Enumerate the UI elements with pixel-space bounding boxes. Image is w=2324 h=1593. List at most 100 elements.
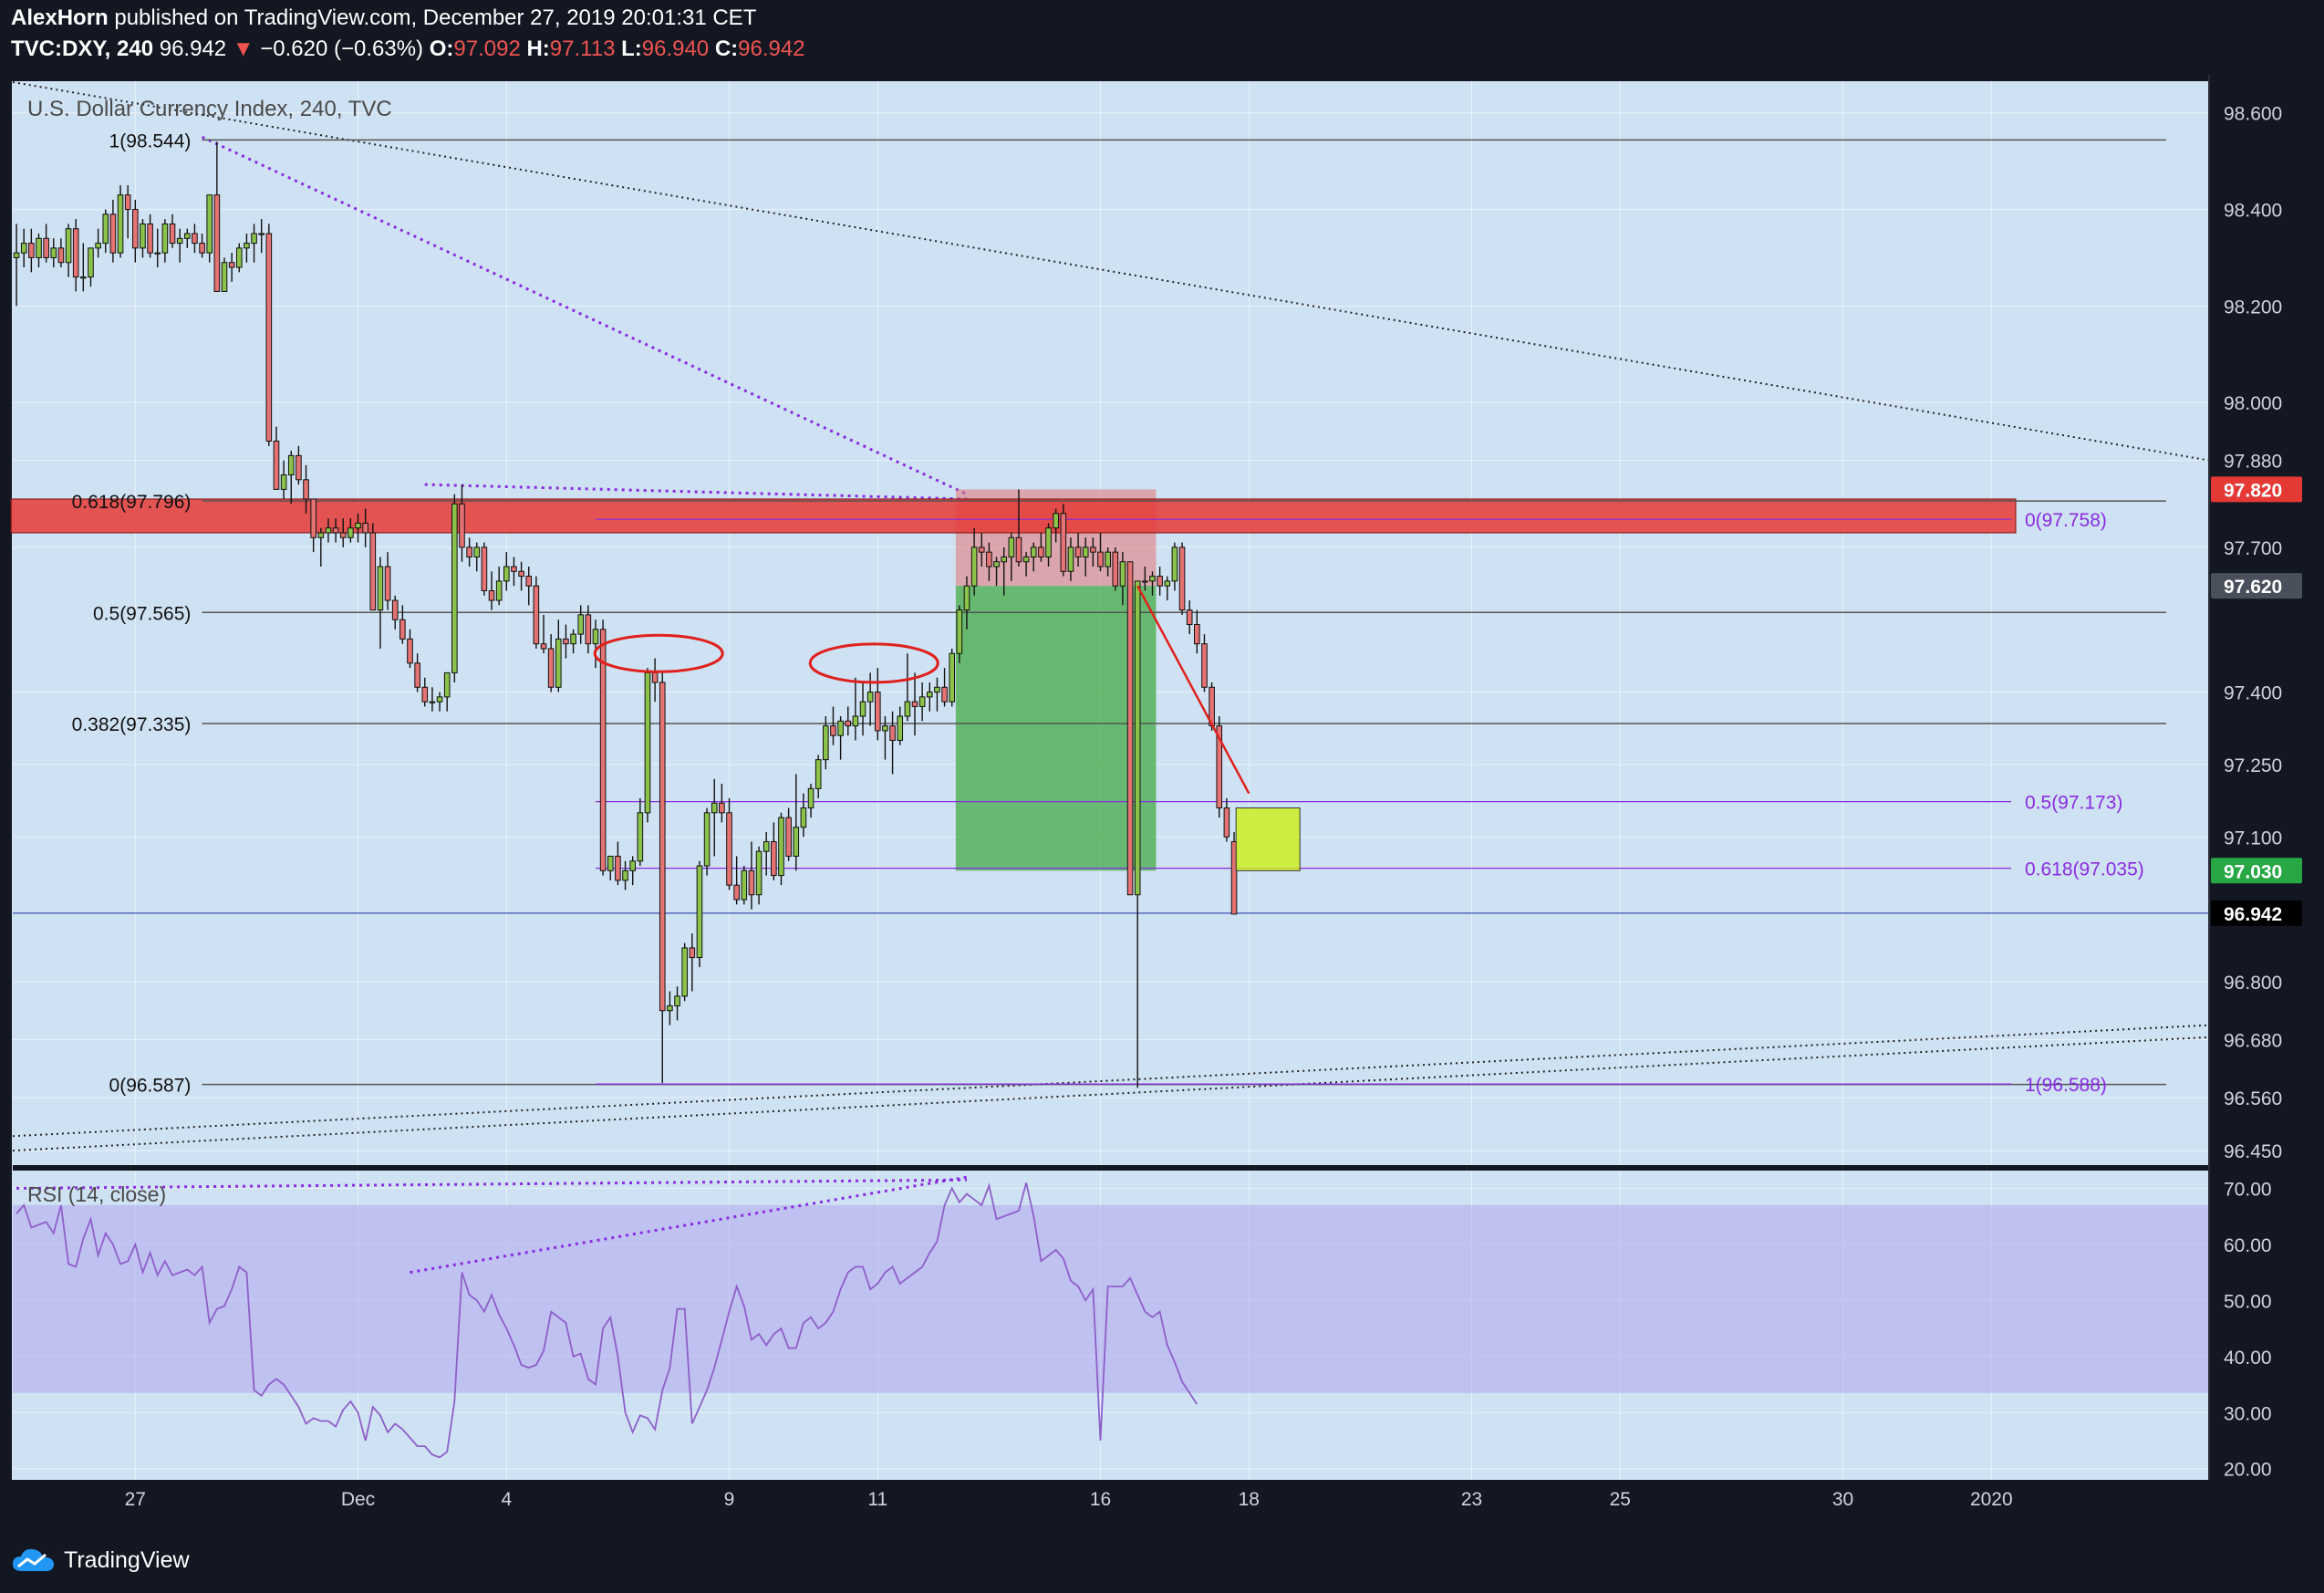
candle-body xyxy=(1178,547,1186,611)
candle-body xyxy=(1126,561,1134,896)
candle-body xyxy=(72,228,79,278)
price-badge-label: 96.942 xyxy=(2224,904,2282,925)
candle-body xyxy=(451,503,458,673)
fib-level-label: 1(96.588) xyxy=(2025,1075,2107,1096)
red-circle-annotation xyxy=(593,633,724,673)
candle-body xyxy=(875,692,881,732)
price-tick-label: 96.680 xyxy=(2224,1030,2282,1051)
candle-body xyxy=(1067,547,1074,572)
candle-body xyxy=(681,947,688,997)
candle-body xyxy=(1074,547,1082,557)
candle-body xyxy=(986,551,992,567)
candle-body xyxy=(785,817,792,857)
candle-body xyxy=(956,609,963,654)
candle-body xyxy=(622,869,628,881)
candle-body xyxy=(481,547,488,591)
author-name[interactable]: AlexHorn xyxy=(11,5,109,30)
candle-body xyxy=(13,252,20,258)
candle-body xyxy=(941,686,948,703)
candle-body xyxy=(1171,547,1178,582)
candle-body xyxy=(771,841,777,877)
candle-body xyxy=(547,648,555,688)
footer-brand: TradingView xyxy=(11,1542,190,1578)
candle-body xyxy=(384,566,391,601)
candle-body xyxy=(192,233,198,245)
candle-body xyxy=(399,619,406,640)
low-value: 96.940 xyxy=(641,36,710,61)
candle-body xyxy=(696,865,703,959)
time-tick-label: 4 xyxy=(501,1489,512,1510)
candle-body xyxy=(391,599,399,620)
symbol-label[interactable]: TVC:DXY, 240 xyxy=(11,36,154,61)
last-price: 96.942 xyxy=(159,36,227,61)
rsi-tick-label: 40.00 xyxy=(2224,1348,2272,1369)
candle-body xyxy=(310,498,316,538)
candle-body xyxy=(570,633,576,645)
candle-body xyxy=(213,194,221,292)
candle-body xyxy=(755,850,763,896)
fib-level-label: 0.618(97.796) xyxy=(72,492,192,513)
candle-body xyxy=(1119,561,1126,587)
high-value: 97.113 xyxy=(549,36,616,61)
price-badge xyxy=(2211,858,2302,884)
candle-body xyxy=(296,454,302,481)
candle-body xyxy=(377,566,384,611)
candle-body xyxy=(235,247,243,268)
trendlines xyxy=(12,81,2210,1152)
candle-body xyxy=(154,252,161,255)
candle-body xyxy=(845,720,852,727)
rsi-tick-label: 30.00 xyxy=(2224,1403,2272,1424)
candle-body xyxy=(57,247,65,264)
candle-body xyxy=(1230,841,1238,915)
rsi-band xyxy=(13,1204,2209,1393)
candle-body xyxy=(563,638,569,645)
candle-body xyxy=(362,522,368,534)
candle-body xyxy=(183,233,191,239)
candle-body xyxy=(50,247,57,258)
candle-body xyxy=(95,243,101,249)
candle-body xyxy=(897,715,904,741)
rsi-tick-label: 50.00 xyxy=(2224,1291,2272,1312)
price-tick-label: 96.560 xyxy=(2224,1088,2282,1109)
rsi-divergence-line xyxy=(16,1178,968,1190)
candle-body xyxy=(807,787,814,809)
rsi-tick-label: 60.00 xyxy=(2224,1235,2272,1256)
candle-body xyxy=(265,233,273,442)
fib-level-label: 0.382(97.335) xyxy=(72,714,192,735)
fib-level-label: 0.5(97.565) xyxy=(93,603,191,624)
price-badge-label: 97.030 xyxy=(2224,861,2282,882)
tradingview-brand[interactable]: TradingView xyxy=(64,1546,190,1573)
candle-body xyxy=(20,243,27,254)
candle-body xyxy=(1157,576,1163,587)
price-badge-label: 97.820 xyxy=(2224,480,2282,501)
candle-body xyxy=(659,682,666,1012)
candle-body xyxy=(733,884,740,901)
candle-body xyxy=(421,686,429,703)
candle-body xyxy=(615,855,621,881)
candle-body xyxy=(577,614,585,635)
candle-body xyxy=(823,725,829,761)
candle-body xyxy=(429,701,436,703)
candle-body xyxy=(511,566,517,572)
candle-body xyxy=(273,440,280,490)
candle-body xyxy=(866,692,874,703)
candle-body xyxy=(414,662,420,688)
low-label: L: xyxy=(621,36,642,61)
candle-body xyxy=(221,262,228,292)
candle-body xyxy=(1164,580,1171,587)
price-tick-label: 96.800 xyxy=(2224,973,2282,994)
candle-body xyxy=(1060,513,1067,572)
candle-body xyxy=(332,527,339,534)
close-label: C: xyxy=(714,36,739,61)
candle-body xyxy=(904,701,911,717)
rsi-panel xyxy=(13,1175,2209,1459)
candle-body xyxy=(473,547,481,557)
candle-body xyxy=(325,527,332,534)
candle-body xyxy=(830,725,836,736)
level-lines: 1(98.544) 0.618(97.796) 0.5(97.565) 0.382(9… xyxy=(13,130,2209,1097)
candle-body xyxy=(65,228,72,264)
candle-body xyxy=(140,223,146,249)
candle-body xyxy=(689,947,696,959)
candle-body xyxy=(199,243,205,254)
chart-area[interactable]: 1(98.544) 0.618(97.796) 0.5(97.565) 0.382(9… xyxy=(0,75,2324,1535)
